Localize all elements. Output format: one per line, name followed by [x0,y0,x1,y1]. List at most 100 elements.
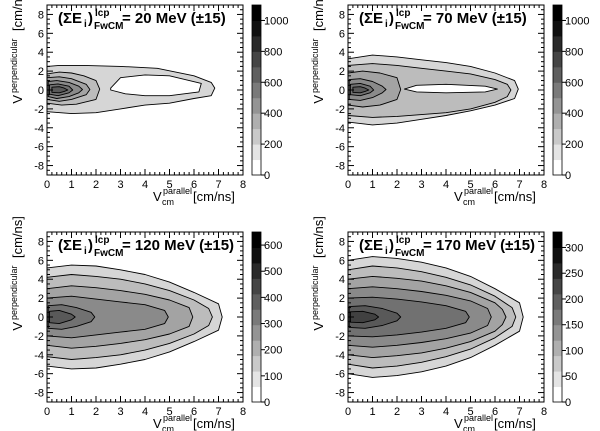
x-axis-label: Vcmparallel [cm/ns] [454,186,536,207]
colorbar-band [553,356,562,372]
x-tick-label: 8 [240,179,246,191]
y-tick-label: 2 [339,293,345,305]
title-sub2: FwCM [94,248,123,259]
y-axis-label-unit: [cm/ns] [10,216,25,258]
y-tick-label: 4 [38,274,44,286]
colorbar-band [553,144,562,160]
colorbar-tick-label: 800 [565,46,583,58]
colorbar-tick-label: 0 [565,170,571,182]
y-tick-label: 6 [38,255,44,267]
colorbar-band [553,5,562,21]
colorbar-tick-label: 0 [565,397,571,409]
colorbar-band [553,340,562,356]
x-tick-label: 2 [93,179,99,191]
title-value: = 170 MeV (±15) [423,237,535,254]
y-tick-label: -2 [335,331,345,343]
colorbar: 0 200 400 600 800 1000 [252,5,288,182]
colorbar-band [252,67,261,83]
x-tick-label: 3 [418,179,424,191]
x-tick-label: 0 [44,179,50,191]
x-tick-label: 1 [369,406,375,418]
colorbar-tick-label: 400 [565,108,583,120]
y-tick-label: -6 [335,369,345,381]
x-axis-label: Vcmparallel [cm/ns] [454,413,536,431]
colorbar-tick-label: 1000 [565,15,589,27]
colorbar-band [252,294,261,310]
x-axis-label-sub: cm [162,424,174,431]
y-axis-label-unit: [cm/ns] [311,0,326,31]
x-axis-label: Vcmparallel [cm/ns] [153,186,235,207]
y-tick-label: 6 [339,255,345,267]
colorbar-band [252,278,261,294]
colorbar-tick-label: 400 [264,292,282,304]
colorbar-tick-label: 600 [264,77,282,89]
title-value: = 20 MeV (±15) [122,10,226,27]
x-tick-label: 1 [68,406,74,418]
y-tick-label: 4 [38,47,44,59]
y-tick-label: 2 [38,293,44,305]
y-tick-label: -4 [34,350,44,362]
colorbar-band [252,98,261,114]
panel-3: 0 1 2 3 4 5 6 7 8-8-6-4-202468V cmparallel [cm/ns]… [9,216,282,431]
y-tick-label: -6 [335,142,345,154]
x-axis-label-unit: [cm/ns] [494,416,536,431]
x-tick-label: 8 [541,406,547,418]
colorbar-tick-label: 100 [565,345,583,357]
colorbar-band [252,5,261,21]
colorbar-tick-label: 250 [565,268,583,280]
y-tick-label: 2 [38,66,44,78]
y-tick-label: 2 [339,66,345,78]
title-sub1: i [385,19,388,30]
y-tick-label: 4 [339,47,345,59]
x-tick-label: 3 [117,406,123,418]
colorbar-band [553,232,562,248]
y-tick-label: 6 [38,28,44,40]
x-tick-label: 3 [418,406,424,418]
colorbar-tick-label: 1000 [264,15,288,27]
colorbar-band [252,325,261,341]
title-value: = 120 MeV (±15) [122,237,234,254]
colorbar: 0 100 200 300 400 500 600 [252,232,282,409]
colorbar-band [252,129,261,145]
y-tick-label: 4 [339,274,345,286]
colorbar-band [553,129,562,145]
x-axis-label-unit: [cm/ns] [494,189,536,204]
y-tick-label: -4 [34,123,44,135]
colorbar-tick-label: 0 [264,397,270,409]
colorbar-tick-label: 50 [565,371,577,383]
title-sub2: FwCM [395,21,424,32]
x-tick-label: 0 [345,179,351,191]
colorbar-tick-label: 150 [565,320,583,332]
y-tick-label: -6 [34,369,44,381]
colorbar-tick-label: 200 [264,139,282,151]
colorbar-band [553,247,562,263]
colorbar-band [252,356,261,372]
x-tick-label: 0 [44,406,50,418]
y-tick-label: 8 [339,9,345,21]
colorbar-tick-label: 600 [565,77,583,89]
colorbar-band [553,20,562,36]
y-tick-label: 8 [38,236,44,248]
y-axis-label-main: V [311,95,326,104]
title-sub2: FwCM [395,248,424,259]
colorbar-band [252,36,261,52]
colorbar-band [553,309,562,325]
y-tick-label: 8 [339,236,345,248]
colorbar-band [553,278,562,294]
x-tick-label: 4 [443,406,449,418]
colorbar-tick-label: 800 [264,46,282,58]
x-tick-label: 3 [117,179,123,191]
colorbar-band [252,309,261,325]
colorbar-band [553,294,562,310]
title-close: ) [88,10,93,27]
title-sub1: i [84,246,87,257]
panel-1: 0 1 2 3 4 5 6 7 8-8-6-4-202468V cmparallel [cm/ns]… [9,0,288,207]
colorbar-band [252,113,261,129]
colorbar-band [252,247,261,263]
y-axis-label: Vperpendicular [cm/ns] [310,0,326,104]
x-axis-label: Vcmparallel [cm/ns] [153,413,235,431]
colorbar-tick-label: 300 [565,242,583,254]
title-close: ) [389,237,394,254]
y-axis-label-sup: perpendicular [310,38,320,93]
